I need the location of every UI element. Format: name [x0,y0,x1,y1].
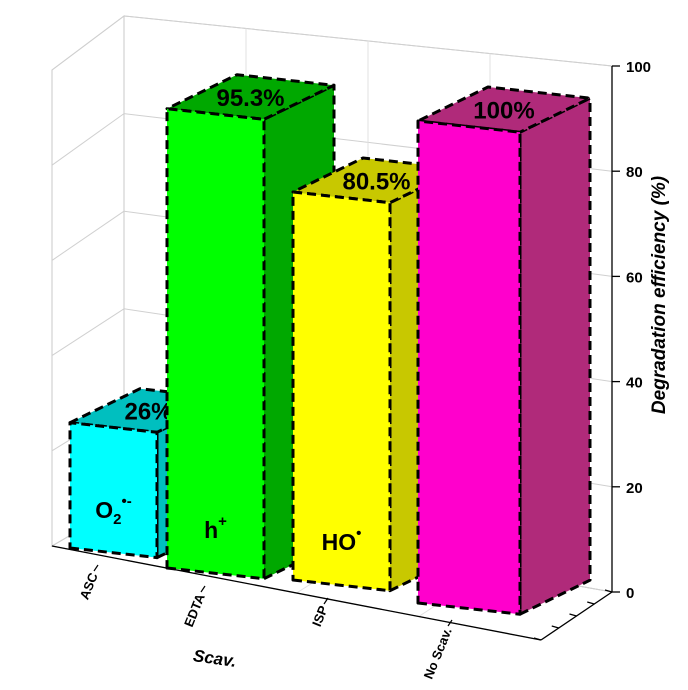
depth-tick [587,601,595,605]
bar-front [291,190,392,593]
x-tick-label: ISP [309,603,331,628]
depth-tick [604,589,613,593]
species-label: HO• [322,525,362,555]
bar-top [416,85,592,134]
x-axis-line [51,545,542,641]
y-axis-label: Degradation efficiency (%) [649,176,670,414]
data-label: 80.5% [342,168,410,195]
gridline-left [51,210,125,261]
depth-tick [569,613,577,617]
x-tick [200,585,206,593]
y-tick-label: 0 [626,585,634,602]
gridline-left [51,113,125,166]
x-axis-label: Scav. [192,646,238,671]
x-tick [323,597,329,605]
y-tick-label: 60 [626,269,643,286]
species-label: O2•- [95,493,131,528]
x-tick [447,619,453,627]
y-tick-label: 80 [626,164,643,181]
y-tick-label: 100 [626,59,651,76]
bar-front [416,119,522,616]
gridline-left [51,15,125,71]
bars: 26% O2•- 95.3% h+ 80.5% HO• 100% [68,73,592,616]
x-tick-label: No Scav. [421,626,455,682]
bar-front [68,421,159,560]
data-label: 95.3% [216,85,284,112]
bar-top [165,73,336,121]
x-tick-label: EDTA [181,591,208,629]
y-tick-label: 20 [626,480,643,497]
bar-front [165,107,266,581]
species-label: h+ [204,513,227,543]
axes-frame [51,66,613,641]
bar-no-scav-: 100% [416,85,592,616]
gridline-left [51,308,125,357]
x-tick-label: ASC [77,570,101,602]
data-label: 100% [473,98,534,125]
depth-tick [533,637,542,641]
y-tick-label: 40 [626,375,643,392]
bar-side [518,96,592,616]
x-tick [93,564,99,572]
y-axis-ticks: 0 20 40 60 80 100 [612,59,651,602]
data-label: 26% [124,398,172,425]
depth-tick [551,625,559,629]
